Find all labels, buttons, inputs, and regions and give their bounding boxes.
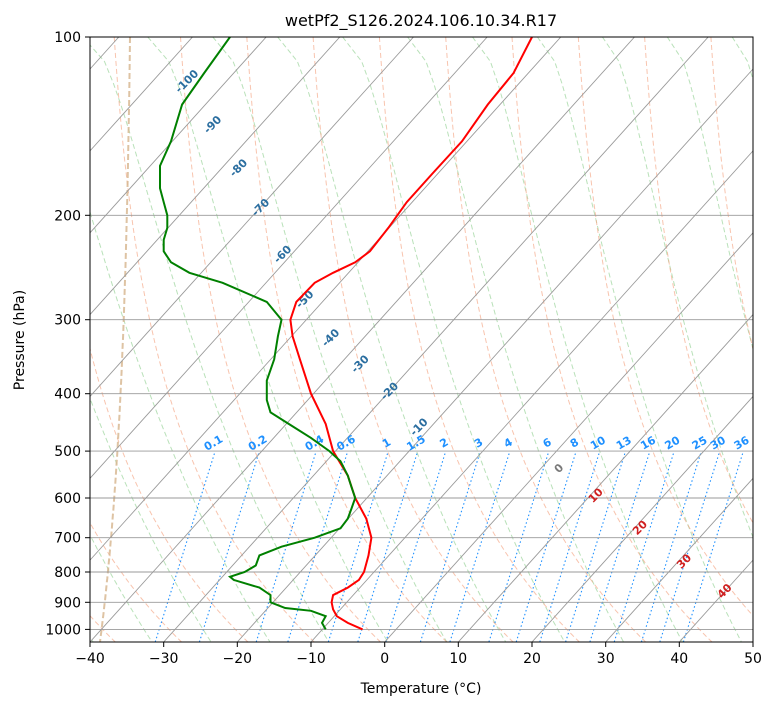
y-tick-label: 900 [54,595,81,611]
x-tick-label: −40 [75,651,105,667]
mixing-ratio-line [565,450,627,642]
y-tick-label: 500 [54,444,81,460]
isotherm-line [531,395,753,642]
moist-adiabat-line [536,37,742,642]
dry-adiabat-line [312,37,514,642]
dry-adiabat-line [577,37,753,617]
dry-adiabat-line [378,37,580,642]
y-tick-label: 1000 [45,622,81,638]
x-tick-label: −10 [296,651,326,667]
plot-frame [89,36,754,643]
mixing-ratio-line [613,450,675,642]
y-tick-label: 100 [54,30,81,46]
y-tick-label: 600 [54,491,81,507]
mixing-ratio-line [515,450,577,642]
mixing-ratio-line [640,450,702,642]
y-tick-label: 400 [54,387,81,403]
x-tick-label: 50 [744,651,762,667]
mixing-ratio-line [539,450,601,642]
y-tick-label: 800 [54,565,81,581]
x-tick-label: −30 [149,651,179,667]
x-tick-label: 0 [380,651,389,667]
isotherm-line [90,37,267,234]
y-axis-ticks: 100 200 300 400 500 600 700 800 900 1000 [45,30,90,638]
moist-adiabat-line [277,37,507,642]
mixing-ratio-line [385,450,447,642]
isotherm-line [90,37,193,152]
y-tick-label: 200 [54,208,81,224]
dewpoint-profile [159,37,357,630]
dry-adiabat-line [246,37,448,642]
isotherm-line [236,68,753,642]
moist-adiabat-line [212,37,448,642]
isotherm-line [90,37,562,561]
isotherm-line [90,37,414,398]
mixing-ratio-line [488,450,550,642]
mixing-ratio-line [449,450,511,642]
y-tick-label: 700 [54,531,81,547]
isotherm-line [605,477,753,642]
lcl-curve [99,37,131,642]
isotherm-line [457,313,753,642]
isotherm-line [384,232,753,642]
y-axis-title: Pressure (hPa) [12,290,28,390]
y-tick-label: 300 [54,313,81,329]
chart-title: wetPf2_S126.2024.106.10.34.R17 [285,11,557,31]
moist-adiabat-line [342,37,566,642]
profiles [159,37,533,631]
moist-adiabat-line [407,37,625,642]
x-tick-label: 20 [523,651,541,667]
moist-adiabat-line [90,210,271,642]
x-axis-title: Temperature (°C) [360,681,482,697]
isotherm-line [310,150,753,642]
x-tick-label: 30 [597,651,615,667]
dry-adiabat-line [90,521,182,642]
isotherm-line [90,37,341,316]
isotherm-line [90,37,488,480]
dry-adiabat-line [445,37,647,642]
isotherm-line [163,37,709,642]
isotherm-line [90,37,635,642]
x-axis-ticks: −40 −30 −20 −10 0 10 20 30 40 50 [75,642,762,667]
moist-adiabat-line [90,397,212,642]
mixing-ratio-line [154,450,216,642]
mixing-ratio-line [198,450,260,642]
mixing-ratio-line [682,450,744,642]
moist-adiabat-line [90,44,330,642]
mixing-ratio-line [327,450,389,642]
x-tick-label: 10 [449,651,467,667]
temperature-profile [289,37,533,631]
x-tick-label: 40 [670,651,688,667]
dry-adiabat-line [90,346,249,642]
mixing-ratio-line [659,450,721,642]
moist-adiabat-line [472,37,683,642]
mixing-ratio-line [589,450,651,642]
moist-adiabat-line [147,37,389,642]
mixing-ratio-line [419,450,481,642]
mixing-ratio-line [357,450,419,642]
grid [90,37,753,642]
x-tick-label: −20 [223,651,253,667]
